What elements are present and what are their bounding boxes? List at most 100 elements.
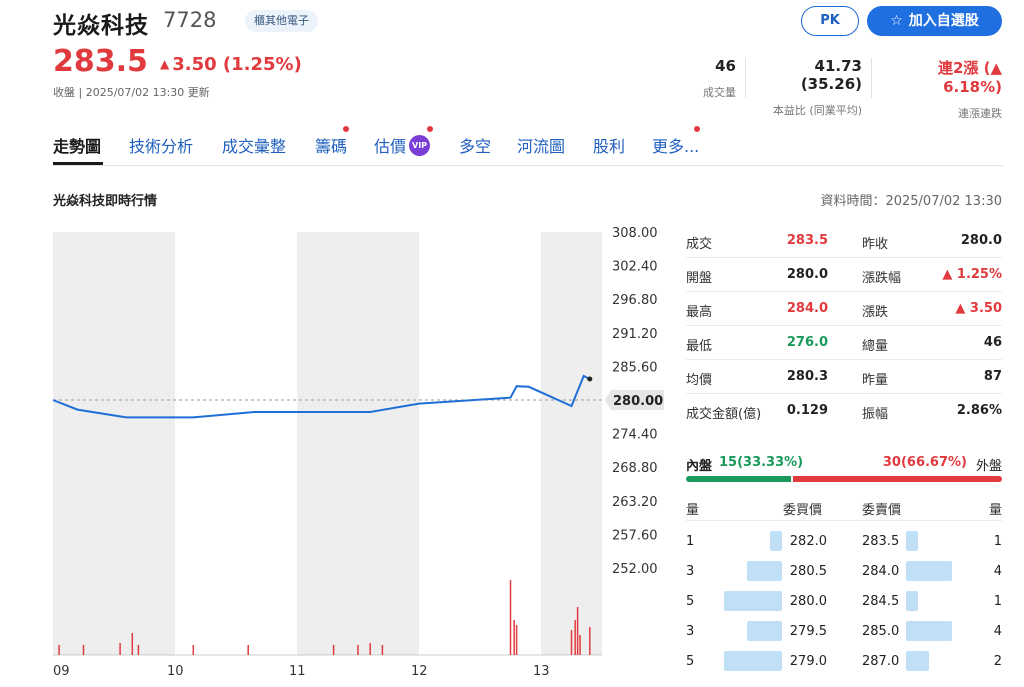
quote-label: 均價 [686, 373, 713, 388]
quote-value: 46 [983, 335, 1002, 350]
quote-value: 283.5 [786, 233, 828, 248]
ask-qty: 1 [993, 594, 1002, 609]
quote-value: 280.0 [960, 233, 1002, 248]
y-tick-label: 285.60 [612, 360, 658, 375]
ask-price[interactable]: 285.0 [862, 624, 900, 639]
stock-name: 光焱科技 [53, 13, 149, 39]
price-change-value: 3.50 (1.25%) [172, 54, 302, 75]
quote-row: 均價 280.3 [686, 361, 828, 395]
current-price: 283.5 [53, 44, 148, 79]
x-tick-label: 11 [289, 664, 306, 679]
data-time: 資料時間：2025/07/02 13:30 [820, 194, 1002, 209]
bid-price[interactable]: 279.5 [789, 624, 827, 639]
price-line [52, 374, 591, 419]
bid-qty-bar [747, 621, 782, 641]
bid-qty-bar [770, 531, 782, 551]
quote-label: 總量 [862, 339, 889, 354]
x-tick-label: 13 [533, 664, 550, 679]
ask-qty-bar [906, 561, 952, 581]
bid-price[interactable]: 280.5 [789, 564, 827, 579]
y-tick-label: 257.60 [612, 528, 658, 543]
tab-technical[interactable]: 技術分析 [129, 137, 194, 156]
bid-qty-bar [747, 561, 782, 581]
bid-price[interactable]: 282.0 [789, 534, 827, 549]
row-divider [686, 291, 1002, 292]
quote-row: 漲跌 ▲ 3.50 [862, 293, 1002, 327]
ask-qty: 1 [993, 534, 1002, 549]
quote-value: 280.3 [786, 369, 828, 384]
ask-qty: 4 [993, 564, 1002, 579]
bid-price[interactable]: 279.0 [789, 654, 827, 669]
stat-pe-value: 41.73 (35.26) [800, 57, 862, 93]
section-title: 光焱科技即時行情 [53, 194, 158, 209]
bid-price[interactable]: 280.0 [789, 594, 827, 609]
quote-row: 最高 284.0 [686, 293, 828, 327]
inner-outer-ratio: 內盤 15(33.33%) 30(66.67%) 外盤 [686, 455, 1002, 485]
row-divider [686, 359, 1002, 360]
tab-trades[interactable]: 成交彙整 [222, 137, 287, 156]
tab-trend[interactable]: 走勢圖 [53, 137, 102, 156]
quote-label: 成交金額(億) [686, 407, 762, 422]
quote-row: 成交 283.5 [686, 225, 828, 259]
row-divider [686, 325, 1002, 326]
reference-label-box [605, 390, 664, 410]
stat-volume-value: 46 [715, 57, 736, 75]
ask-price[interactable]: 287.0 [862, 654, 900, 669]
hour-band [53, 232, 175, 655]
y-tick-label: 296.80 [612, 293, 658, 308]
bid-qty: 1 [686, 534, 695, 549]
x-tick-label: 10 [167, 664, 184, 679]
last-price-dot [587, 376, 593, 382]
ask-qty: 2 [993, 654, 1002, 669]
quote-value: 280.0 [786, 267, 828, 282]
order-book-row: 3 279.5 285.0 4 [686, 618, 1002, 648]
quote-label: 振幅 [862, 407, 889, 422]
tab-valuation[interactable]: 估價 VIP [374, 133, 431, 158]
quote-label: 開盤 [686, 271, 713, 286]
stock-header: 光焱科技 7728 櫃其他電子 PK ☆ 加入自選股 283.5 ▲ 3.50 (1… [0, 0, 1024, 120]
intraday-chart[interactable]: 308.00 302.40 296.80 291.20 285.60 274.40 268.… [0, 225, 680, 687]
add-watchlist-button[interactable]: ☆ 加入自選股 [867, 6, 1002, 36]
order-book-row: 5 280.0 284.5 1 [686, 588, 1002, 618]
category-badge[interactable]: 櫃其他電子 [245, 10, 318, 32]
tab-river-chart[interactable]: 河流圖 [517, 137, 566, 156]
ask-qty-bar [906, 591, 918, 611]
inner-ratio-bar [686, 476, 791, 482]
notification-dot [343, 126, 349, 132]
pk-button[interactable]: PK [801, 6, 859, 36]
quote-row: 成交金額(億) 0.129 [686, 395, 828, 429]
quote-value: 0.129 [786, 403, 828, 418]
stat-pe: 41.73 (35.26) 本益比 (同業平均) [752, 57, 862, 118]
ask-price[interactable]: 283.5 [862, 534, 900, 549]
quote-value: ▲ 3.50 [955, 301, 1002, 316]
quote-row: 振幅 2.86% [862, 395, 1002, 429]
ask-qty-header: 量 [988, 503, 1002, 518]
stat-divider [871, 58, 872, 98]
y-tick-label: 291.20 [612, 327, 658, 342]
stat-streak-label: 連漲連跌 [958, 107, 1002, 120]
x-tick-label: 12 [411, 664, 428, 679]
quote-label: 昨量 [862, 373, 889, 388]
y-tick-label: 268.80 [612, 461, 658, 476]
outer-label: 外盤 [975, 459, 1002, 474]
quote-row: 漲跌幅 ▲ 1.25% [862, 259, 1002, 293]
tab-chips[interactable]: 籌碼 [315, 137, 348, 156]
ask-price[interactable]: 284.0 [862, 564, 900, 579]
tab-bar: 走勢圖 技術分析 成交彙整 籌碼 估價 VIP 多空 河流圖 股利 更多... [53, 126, 1003, 166]
ask-price[interactable]: 284.5 [862, 594, 900, 609]
tab-long-short[interactable]: 多空 [459, 137, 492, 156]
ask-qty-bar [906, 621, 952, 641]
stat-volume: 46 成交量 [690, 57, 736, 100]
quote-row: 昨量 87 [862, 361, 1002, 395]
bid-qty: 5 [686, 594, 695, 609]
ask-qty-bar [906, 651, 929, 671]
closing-info: 收盤 | 2025/07/02 13:30 更新 [53, 86, 210, 99]
row-divider [686, 393, 1002, 394]
reference-label: 280.00 [613, 394, 663, 409]
tab-dividend[interactable]: 股利 [593, 137, 626, 156]
quote-label: 漲跌幅 [862, 271, 902, 286]
price-change: ▲ 3.50 (1.25%) [160, 54, 302, 75]
tab-valuation-label: 估價 [374, 137, 407, 156]
tab-more[interactable]: 更多... [652, 137, 700, 156]
quote-value: 2.86% [956, 403, 1002, 418]
